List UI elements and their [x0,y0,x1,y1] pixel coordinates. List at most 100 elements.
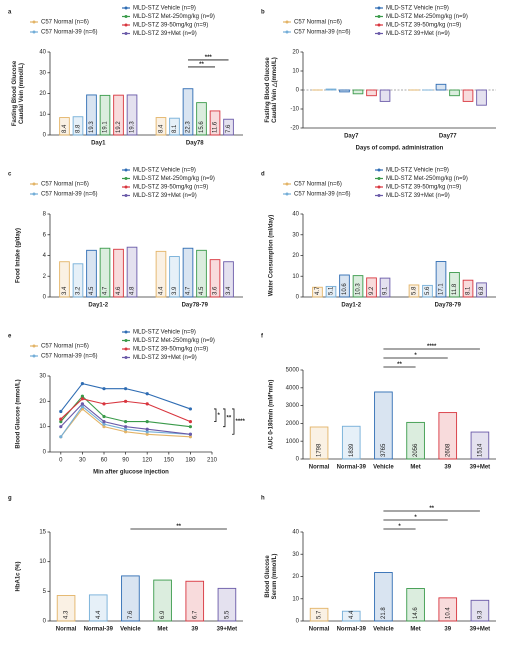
value-label: 4.8 [130,286,136,295]
line-marker [145,402,149,406]
line-marker [188,407,192,411]
value-label: 8.4 [62,124,68,133]
x-tick-label: 120 [142,458,153,464]
bar [341,425,361,460]
bar [449,272,460,298]
bar [339,89,350,93]
panel-label: h [261,496,265,502]
x-tick-label: 39 [444,465,451,471]
significance-label: ** [227,415,232,421]
bar [182,88,194,136]
value-label: 1839 [349,443,355,457]
bar [99,247,111,298]
value-label: 5.5 [224,610,230,619]
legend-dot [124,32,128,35]
y-tick-label: 40 [292,530,299,536]
bar [209,110,221,136]
line-marker [59,425,63,429]
bar [155,117,167,136]
bar [196,249,207,298]
legend-label: MLD-STZ Met-250mg/kg (n=9) [386,14,468,20]
bar [126,246,138,298]
legend-dot [32,344,36,348]
value-label: 7.6 [226,124,232,133]
bar [470,431,490,460]
bar [379,277,391,298]
legend-dot [377,177,381,180]
line-marker [124,387,128,391]
legend-dot [124,347,128,351]
value-label: 6.9 [160,610,166,619]
y-tick-label: 0 [296,88,300,94]
x-tick-label: 0 [59,458,63,464]
legend-label: C57 Normal-39 (n=6) [41,30,98,36]
panel-label: d [261,172,265,178]
bar [325,285,337,298]
value-label: 8.4 [159,124,165,133]
bar [209,259,221,298]
x-tick-label: Day78 [186,141,204,147]
y-axis-label: Serum (mmol/L) [272,554,278,600]
value-label: 3765 [381,443,387,457]
legend-dot [377,185,381,189]
line-marker [59,420,63,424]
legend-dot [377,15,381,18]
legend-label: MLD-STZ Vehicle (n=9) [133,168,196,174]
value-label: 9.1 [383,286,389,295]
bar [438,597,458,622]
legend-dot [32,182,36,186]
line-series [60,403,191,435]
value-label: 4.4 [349,610,355,619]
value-label: 8.8 [76,124,82,133]
significance-bracket [214,408,217,422]
panel-label: b [261,10,265,16]
bar [341,610,361,622]
significance-label: *** [205,55,213,61]
value-label: 4.5 [199,286,205,295]
value-label: 2608 [445,443,451,457]
y-tick-label: 4000 [286,385,300,391]
value-label: 5.6 [425,286,431,295]
bar [449,89,460,97]
legend-label: MLD-STZ Vehicle (n=9) [133,6,196,12]
bar [56,595,76,622]
y-tick-label: 10 [292,596,299,602]
value-label: 17.1 [439,283,445,295]
legend-dot [377,194,381,197]
y-tick-label: 0 [296,619,300,625]
x-tick-label: 60 [101,458,108,464]
y-tick-label: 6 [43,232,47,238]
legend-label: MLD-STZ 39-50mg/kg (n=9) [133,23,208,29]
legend-dot [124,168,128,172]
bar [113,94,124,136]
line-series [60,398,191,423]
bar [309,426,329,460]
bar [476,89,487,106]
line-marker [124,420,128,424]
legend-label: MLD-STZ Met-250mg/kg (n=9) [133,14,215,20]
x-tick-label: Day77 [439,134,457,140]
x-tick-label: 39+Met [470,465,491,471]
significance-label: * [414,353,417,359]
value-label: 15.6 [199,121,205,133]
bar [126,94,138,136]
bar [339,274,350,298]
x-tick-label: Normal-39 [84,627,114,633]
value-label: 21.8 [381,607,387,619]
legend-label: MLD-STZ 39-50mg/kg (n=9) [386,23,461,29]
legend-label: MLD-STZ 39+Met (n=9) [133,355,197,361]
y-axis-label: AUC 0-180min (mM*min) [269,380,275,450]
legend-label: C57 Normal-39 (n=6) [41,354,98,360]
bar [99,94,111,136]
x-tick-label: 39 [191,627,198,633]
bar [470,599,490,622]
bar [72,116,84,136]
bar [196,102,207,136]
line-series [60,382,191,412]
line-marker [80,402,84,406]
y-tick-label: 30 [292,232,299,238]
line-series [60,408,191,438]
value-label: 4.4 [96,610,102,619]
bar [312,286,323,298]
legend-dot [377,32,381,35]
